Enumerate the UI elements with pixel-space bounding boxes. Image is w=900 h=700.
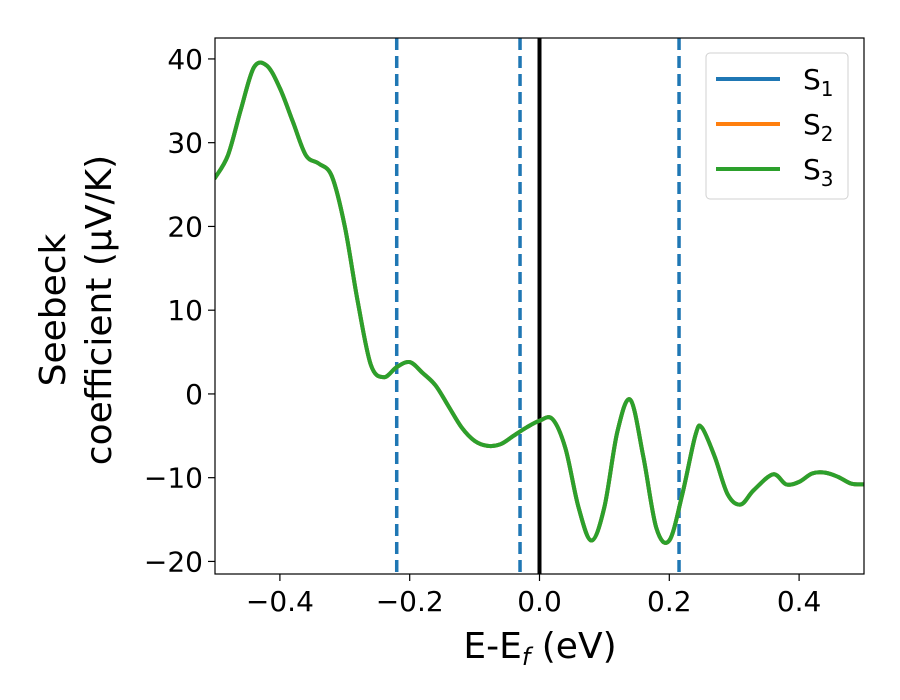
series-lines <box>215 60 864 545</box>
y-axis-label: Seebeck coefficient (μV/K) <box>33 155 120 465</box>
legend-label-S3: S3 <box>803 153 834 191</box>
x-tick-label: 0.0 <box>517 585 562 618</box>
reference-lines <box>394 38 681 574</box>
y-tick-label: 40 <box>167 43 203 76</box>
legend: S1 S2 S3 <box>705 52 849 200</box>
x-tick-label: −0.2 <box>376 585 444 618</box>
y-tick-label: 10 <box>167 294 203 327</box>
x-axis-label-unit: (eV) <box>530 626 616 667</box>
y-tick-label: 20 <box>167 210 203 243</box>
y-axis-label-line2: coefficient (μV/K) <box>79 155 120 465</box>
legend-label-S1: S1 <box>803 63 834 101</box>
x-axis-label-main: E-E <box>463 626 521 667</box>
y-tick-label: 0 <box>185 378 203 411</box>
legend-label-S2: S2 <box>803 108 834 146</box>
x-axis-ticks: −0.4 −0.2 0.0 0.2 0.4 <box>246 574 821 618</box>
x-tick-label: −0.4 <box>246 585 314 618</box>
y-tick-label: −20 <box>144 545 203 578</box>
y-axis-label-line1: Seebeck <box>33 233 74 386</box>
y-tick-label: 30 <box>167 127 203 160</box>
y-axis-ticks: −20 −10 0 10 20 30 40 <box>144 43 215 578</box>
y-tick-label: −10 <box>144 462 203 495</box>
series-line-S3 <box>215 60 864 545</box>
x-axis-label: E-Ef (eV) <box>463 626 616 671</box>
x-tick-label: 0.2 <box>647 585 692 618</box>
x-tick-label: 0.4 <box>777 585 822 618</box>
